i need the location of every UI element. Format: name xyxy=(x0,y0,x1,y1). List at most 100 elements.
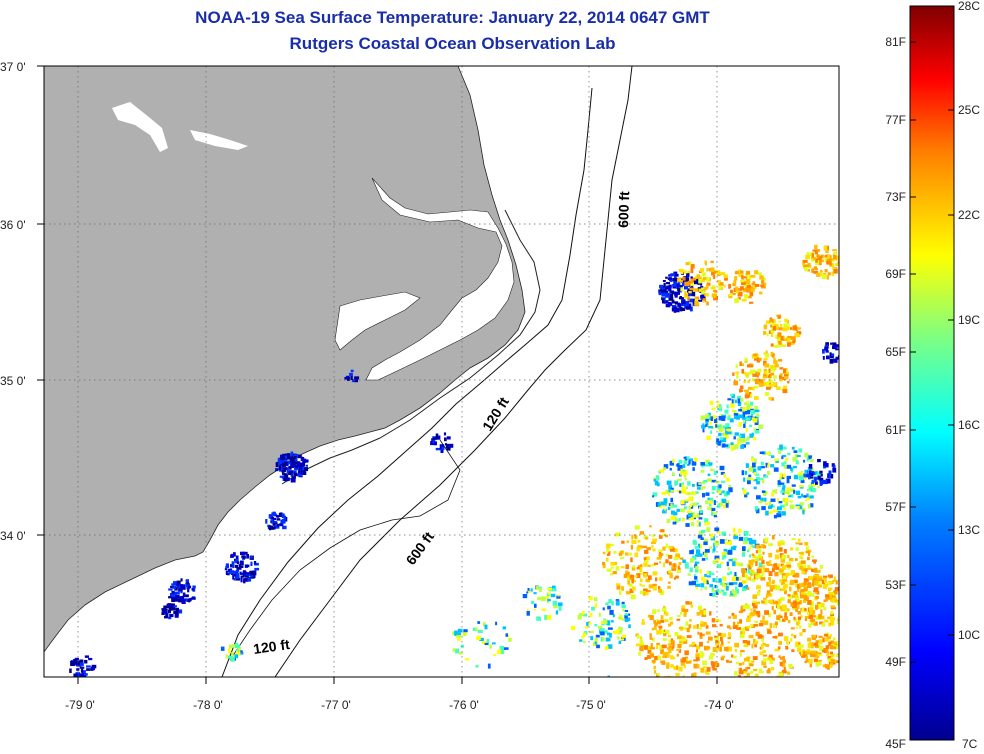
sst-pixel xyxy=(742,407,747,411)
sst-pixel xyxy=(235,555,239,560)
sst-pixel xyxy=(705,492,710,496)
sst-pixel xyxy=(625,591,631,595)
sst-pixel xyxy=(690,278,694,284)
sst-pixel xyxy=(819,565,823,569)
sst-pixel xyxy=(807,583,812,589)
sst-pixel xyxy=(740,630,743,636)
sst-pixel xyxy=(670,503,673,508)
sst-pixel xyxy=(754,396,759,400)
sst-pixel xyxy=(802,509,805,515)
sst-pixel xyxy=(824,663,828,668)
sst-pixel xyxy=(699,487,704,490)
sst-pixel xyxy=(814,244,818,250)
sst-pixel xyxy=(743,586,747,589)
sst-pixel xyxy=(746,270,751,275)
sst-pixel xyxy=(244,564,250,568)
sst-pixel xyxy=(682,517,685,521)
sst-pixel xyxy=(696,612,701,616)
sst-pixel xyxy=(742,586,747,591)
sst-pixel xyxy=(836,601,839,606)
sst-pixel xyxy=(744,493,748,498)
sst-pixel xyxy=(817,485,820,489)
sst-pixel xyxy=(811,621,816,625)
sst-pixel xyxy=(817,459,821,463)
sst-pixel xyxy=(538,588,542,593)
sst-pixel xyxy=(735,371,740,374)
sst-pixel xyxy=(651,564,656,567)
sst-pixel xyxy=(743,574,748,578)
sst-pixel xyxy=(690,283,694,287)
sst-pixel xyxy=(788,663,793,669)
sst-pixel xyxy=(735,415,740,420)
sst-pixel xyxy=(528,590,531,593)
sst-pixel xyxy=(788,557,794,562)
sst-pixel xyxy=(812,634,817,638)
sst-pixel xyxy=(687,297,690,301)
sst-pixel xyxy=(767,511,772,514)
sst-pixel xyxy=(810,471,815,474)
sst-pixel xyxy=(679,306,683,312)
sst-pixel xyxy=(807,648,810,652)
sst-pixel xyxy=(591,606,595,611)
sst-pixel xyxy=(756,508,760,514)
sst-pixel xyxy=(626,680,630,685)
sst-pixel xyxy=(786,641,789,646)
sst-pixel xyxy=(170,593,175,597)
sst-pixel xyxy=(185,583,190,587)
sst-pixel xyxy=(684,291,687,296)
sst-pixel xyxy=(747,576,751,581)
sst-pixel xyxy=(659,627,662,631)
sst-pixel xyxy=(728,558,733,562)
sst-pixel xyxy=(754,270,759,275)
sst-pixel xyxy=(703,300,706,303)
sst-pixel xyxy=(830,474,834,479)
sst-pixel xyxy=(786,342,791,347)
sst-pixel xyxy=(634,552,639,558)
sst-pixel xyxy=(669,616,673,621)
sst-pixel xyxy=(238,650,243,653)
sst-pixel xyxy=(794,572,800,578)
sst-pixel xyxy=(798,625,802,629)
sst-pixel xyxy=(727,567,730,571)
sst-pixel xyxy=(693,277,697,281)
sst-pixel xyxy=(182,592,186,597)
sst-pixel xyxy=(778,501,783,504)
sst-pixel xyxy=(728,632,731,636)
sst-pixel xyxy=(746,284,751,288)
sst-pixel xyxy=(731,577,736,582)
sst-pixel xyxy=(654,480,659,486)
sst-pixel xyxy=(662,607,667,612)
sst-pixel xyxy=(786,336,791,341)
sst-pixel xyxy=(740,438,746,443)
sst-pixel xyxy=(696,513,701,518)
sst-pixel xyxy=(634,525,640,530)
sst-pixel xyxy=(748,634,754,639)
sst-pixel xyxy=(495,621,498,626)
sst-pixel xyxy=(654,655,658,661)
sst-pixel xyxy=(763,658,767,663)
sst-pixel xyxy=(750,660,755,663)
sst-pixel xyxy=(699,654,704,658)
sst-pixel xyxy=(626,577,630,581)
sst-pixel xyxy=(754,644,757,648)
sst-pixel xyxy=(744,294,749,299)
sst-pixel xyxy=(751,287,755,292)
sst-pixel xyxy=(830,640,835,643)
sst-pixel xyxy=(806,590,812,596)
sst-pixel xyxy=(783,368,787,374)
sst-pixel xyxy=(694,546,699,549)
lat-label: 36 0' xyxy=(0,218,26,232)
sst-pixel xyxy=(780,336,784,341)
sst-pixel xyxy=(690,511,695,517)
sst-pixel xyxy=(811,467,814,473)
sst-pixel xyxy=(714,418,718,423)
sst-pixel xyxy=(802,564,807,569)
sst-pixel xyxy=(697,631,700,635)
sst-pixel xyxy=(189,597,192,602)
sst-pixel xyxy=(650,643,653,648)
sst-pixel xyxy=(232,574,235,580)
sst-pixel xyxy=(825,478,831,484)
sst-pixel xyxy=(669,621,674,625)
sst-pixel xyxy=(708,636,713,641)
sst-pixel xyxy=(700,621,704,624)
